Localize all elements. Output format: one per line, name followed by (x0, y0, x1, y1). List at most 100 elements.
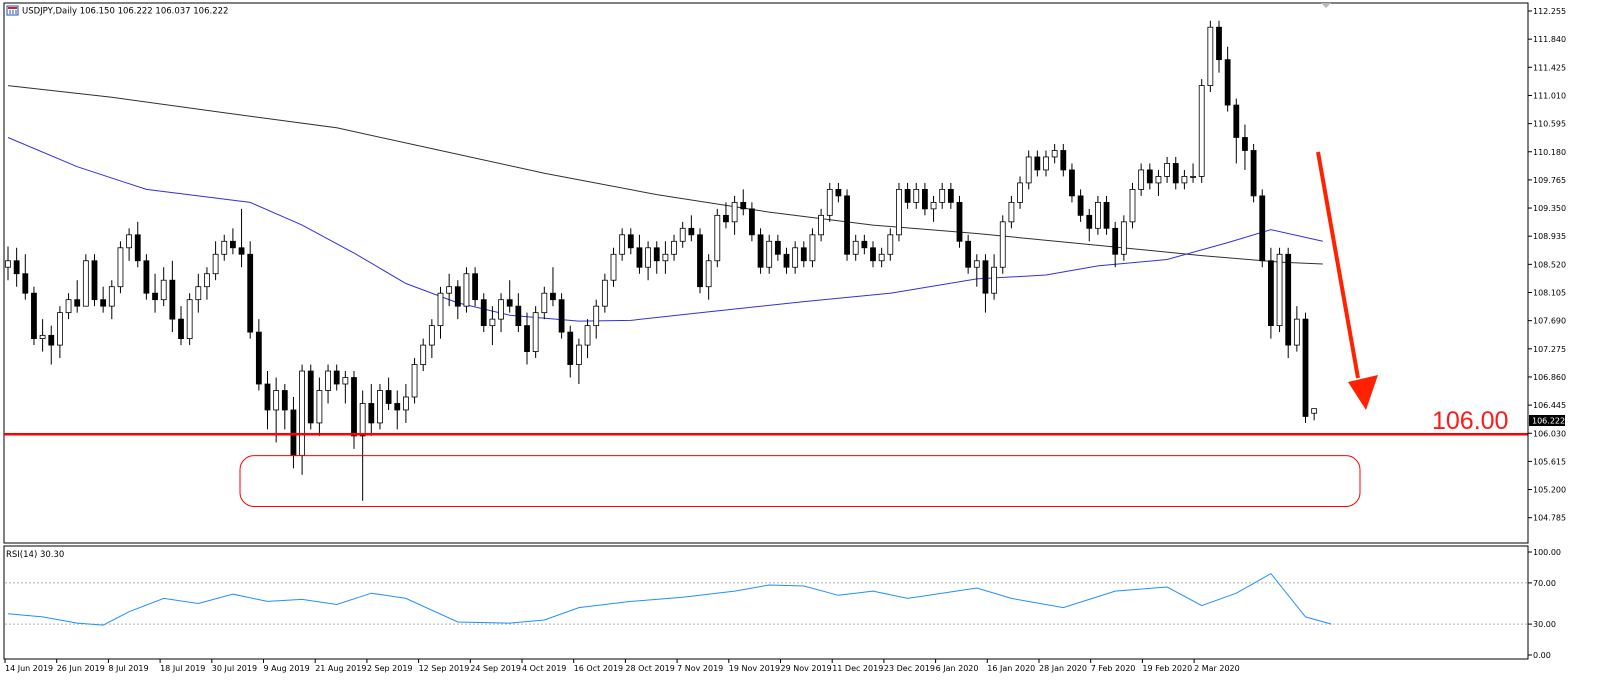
candle-body-down (351, 377, 357, 437)
candle-body-up (1129, 188, 1136, 223)
candle (619, 228, 626, 261)
candle-body-down (558, 299, 565, 333)
date-tick-label: 30 Jul 2019 (212, 664, 257, 673)
candle (91, 254, 98, 307)
candle (991, 254, 997, 300)
date-tick-label: 7 Nov 2019 (677, 664, 723, 673)
candle (636, 234, 643, 274)
date-tick-label: 9 Aug 2019 (264, 664, 310, 673)
candle (143, 254, 150, 300)
candle-body-down (982, 260, 989, 294)
candle-body-down (861, 240, 868, 249)
candle-body-up (1095, 201, 1101, 229)
candle-body-up (705, 260, 712, 288)
candle-body-down (956, 201, 963, 242)
date-tick-label: 2 Sep 2019 (367, 664, 413, 673)
candle (956, 195, 963, 248)
candle-body-down (870, 247, 876, 262)
candle-body-down (281, 390, 288, 411)
chart-window-icon (6, 5, 19, 16)
candle-body-up (212, 253, 219, 275)
candle-body-down (1259, 195, 1266, 262)
candle (1103, 195, 1110, 235)
candle-body-up (65, 299, 72, 314)
candle (757, 228, 764, 274)
current-price-label: 106.222 (1532, 417, 1565, 426)
candle-body-up (273, 390, 280, 411)
candle (1069, 163, 1075, 203)
candle-body-up (489, 318, 496, 327)
candle-body-down (515, 305, 522, 327)
rsi-tick-label: 70.00 (1533, 579, 1556, 588)
candle-body-down (947, 188, 954, 203)
candle (325, 364, 331, 404)
candle-body-up (930, 201, 937, 210)
candle (1086, 208, 1093, 242)
candle (1242, 124, 1248, 170)
candle (1051, 143, 1058, 164)
candle (31, 286, 37, 346)
candle-body-up (1008, 201, 1015, 223)
date-tick-label: 16 Jan 2020 (987, 664, 1035, 673)
candle-body-down (152, 292, 158, 301)
rsi-panel-frame (3, 545, 1529, 660)
candle-body-down (1216, 26, 1222, 61)
candle (1129, 182, 1136, 229)
candle-body-down (394, 403, 401, 411)
candle-body-down (904, 188, 911, 203)
candle-body-down (835, 188, 842, 197)
candle (428, 319, 435, 359)
candle (39, 319, 46, 352)
candle (420, 338, 427, 372)
candle-body-down (749, 208, 755, 236)
price-tick-label: 105.200 (1533, 486, 1566, 495)
rsi-level-lines (5, 582, 1527, 625)
candle-body-up (186, 299, 193, 340)
candle (1285, 247, 1292, 359)
candle (1259, 189, 1266, 268)
candle (550, 267, 556, 307)
candle (809, 228, 816, 268)
candle-body-up (610, 253, 617, 281)
candle (723, 202, 729, 229)
candle-body-up (1164, 163, 1170, 177)
price-tick-label: 109.350 (1533, 204, 1566, 213)
candle (973, 254, 980, 287)
candle (238, 208, 245, 268)
candle-body-down (653, 247, 660, 262)
candle (178, 306, 184, 346)
candle-body-down (143, 260, 150, 294)
candle-body-up (126, 234, 132, 249)
candle-body-down (922, 188, 928, 210)
candle-body-down (307, 370, 314, 424)
candle-body-down (290, 409, 297, 456)
candle-body-up (1025, 156, 1032, 184)
candle (385, 377, 392, 410)
price-tick-label: 108.105 (1533, 289, 1566, 298)
date-tick-label: 18 Jul 2019 (160, 664, 205, 673)
candle (627, 228, 634, 255)
candle (1181, 169, 1188, 190)
candle (281, 384, 288, 430)
candle-body-down (1285, 253, 1292, 346)
candle-body-down (1224, 59, 1231, 106)
candle (195, 273, 202, 313)
support-zone-rect (239, 455, 1361, 508)
candle-body-down (178, 318, 184, 340)
candle-body-up (221, 240, 228, 255)
candle-body-up (420, 344, 427, 365)
candle (705, 254, 712, 300)
date-tick-label: 28 Jan 2020 (1039, 664, 1087, 673)
candle (844, 189, 850, 261)
candle (169, 260, 176, 333)
candle (255, 319, 262, 391)
candle (1207, 20, 1214, 93)
date-tick-label: 16 Oct 2019 (574, 664, 623, 673)
candle (1311, 408, 1318, 421)
arrow-head (1348, 375, 1378, 410)
candle (247, 241, 254, 339)
date-tick-label: 7 Feb 2020 (1091, 664, 1136, 673)
candle (1043, 150, 1049, 177)
candle-body-up (939, 188, 946, 203)
